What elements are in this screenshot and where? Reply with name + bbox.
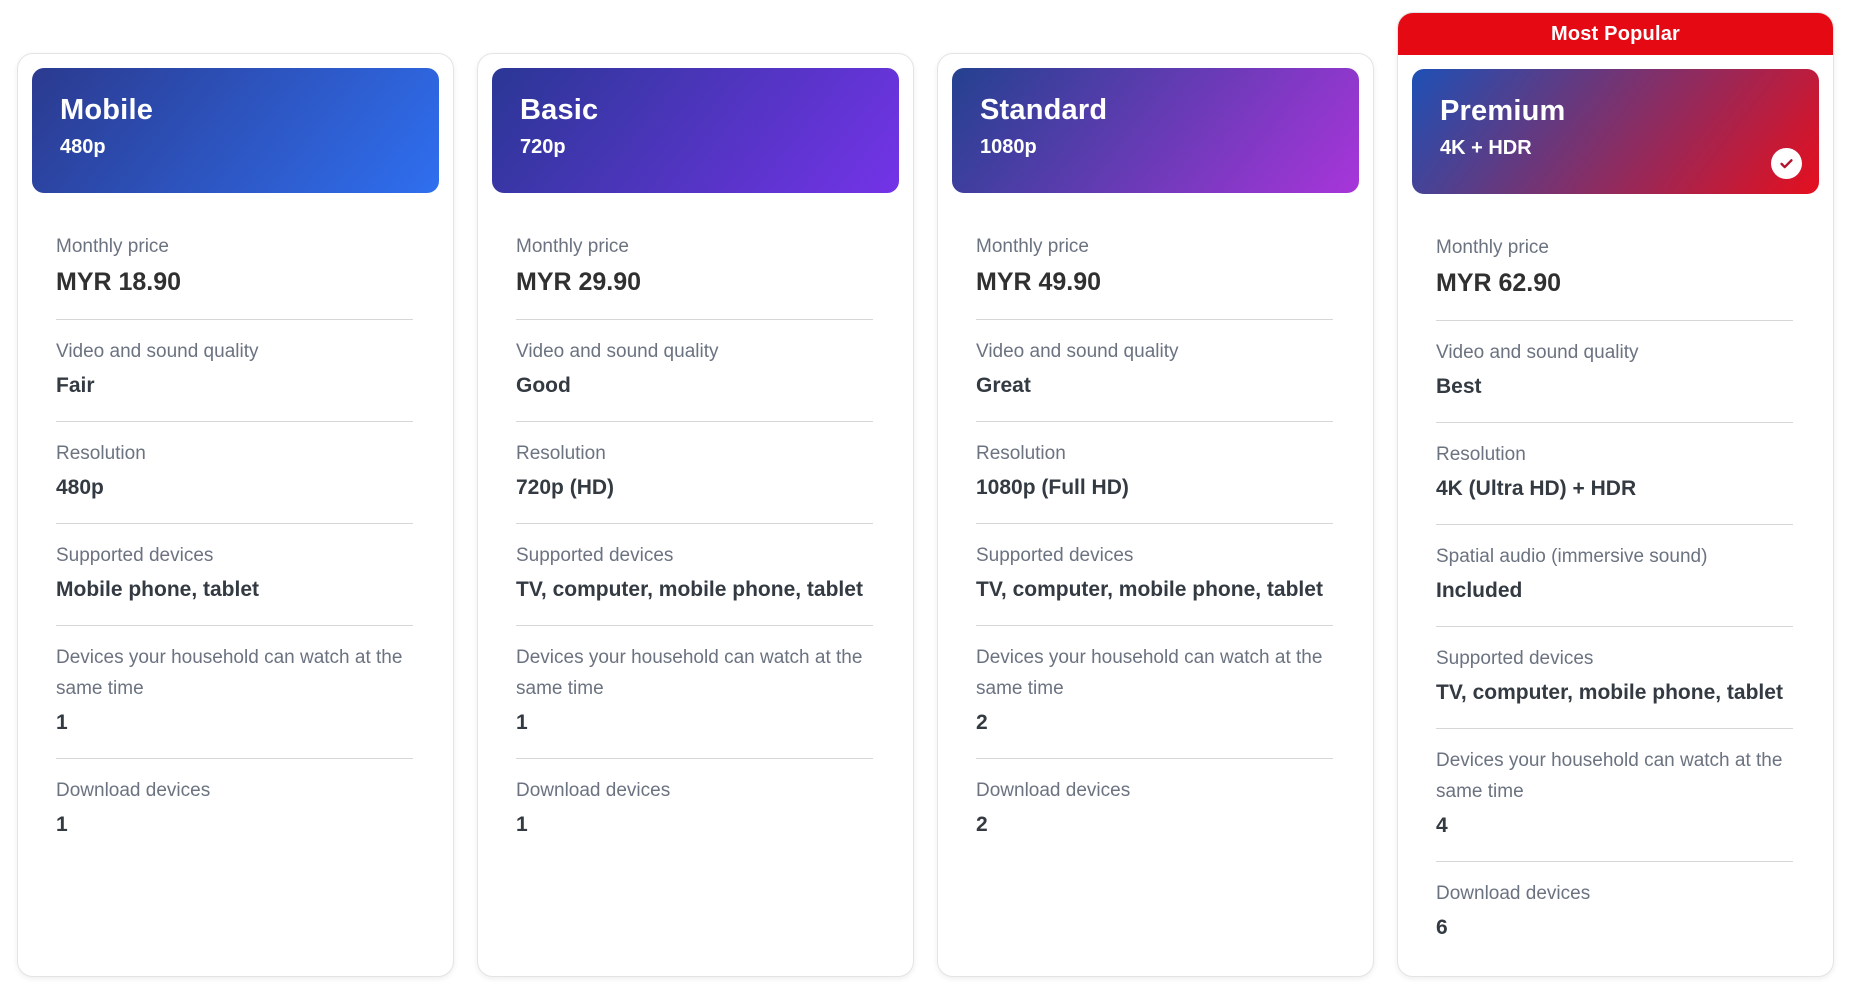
feature-row: Spatial audio (immersive sound) Included (1436, 525, 1793, 627)
feature-label: Devices your household can watch at the … (976, 647, 1323, 699)
feature-value: MYR 29.90 (516, 268, 642, 296)
plan-header: Standard 1080p (952, 68, 1359, 193)
feature-value: Good (516, 374, 571, 397)
feature-row: Monthly price MYR 62.90 (1436, 232, 1793, 321)
feature-label: Monthly price (516, 236, 629, 257)
feature-label: Resolution (1436, 444, 1526, 465)
plan-name: Basic (520, 94, 599, 126)
feature-row: Devices your household can watch at the … (56, 626, 413, 759)
feature-value: Fair (56, 374, 95, 397)
feature-row: Supported devices TV, computer, mobile ph… (516, 524, 873, 626)
feature-value: 1 (516, 813, 528, 836)
most-popular-banner: Most Popular (1398, 13, 1833, 55)
feature-row: Monthly price MYR 29.90 (516, 231, 873, 320)
feature-value: 1 (56, 711, 68, 734)
feature-label: Devices your household can watch at the … (516, 647, 863, 699)
feature-value: MYR 18.90 (56, 268, 182, 296)
feature-value: TV, computer, mobile phone, tablet (516, 578, 863, 601)
feature-label: Spatial audio (immersive sound) (1436, 546, 1708, 567)
feature-label: Devices your household can watch at the … (56, 647, 403, 699)
feature-value: 1 (56, 813, 68, 836)
feature-row: Resolution 1080p (Full HD) (976, 422, 1333, 524)
plan-name: Premium (1440, 95, 1566, 127)
feature-value: Best (1436, 375, 1482, 398)
feature-value: Included (1436, 579, 1523, 602)
plan-subtitle: 720p (520, 136, 566, 158)
feature-row: Video and sound quality Good (516, 320, 873, 422)
feature-row: Monthly price MYR 18.90 (56, 231, 413, 320)
feature-label: Video and sound quality (516, 341, 719, 362)
feature-label: Supported devices (516, 545, 674, 566)
feature-label: Video and sound quality (1436, 342, 1639, 363)
feature-row: Supported devices Mobile phone, tablet (56, 524, 413, 626)
plan-header: Premium 4K + HDR (1412, 69, 1819, 194)
feature-label: Video and sound quality (56, 341, 259, 362)
feature-label: Download devices (1436, 883, 1591, 904)
feature-value: MYR 49.90 (976, 268, 1102, 296)
feature-row: Resolution 720p (HD) (516, 422, 873, 524)
feature-row: Supported devices TV, computer, mobile ph… (1436, 627, 1793, 729)
feature-label: Resolution (56, 443, 146, 464)
plan-name: Standard (980, 94, 1108, 126)
feature-row: Resolution 4K (Ultra HD) + HDR (1436, 423, 1793, 525)
feature-label: Download devices (516, 780, 671, 801)
feature-label: Download devices (976, 780, 1131, 801)
feature-value: Great (976, 374, 1031, 397)
feature-row: Supported devices TV, computer, mobile ph… (976, 524, 1333, 626)
plan-header: Mobile 480p (32, 68, 439, 193)
feature-row: Monthly price MYR 49.90 (976, 231, 1333, 320)
feature-list: Monthly price MYR 49.90 Video and sound qu… (938, 231, 1373, 860)
feature-row: Video and sound quality Best (1436, 321, 1793, 423)
feature-value: 6 (1436, 916, 1448, 939)
feature-value: 480p (56, 476, 104, 499)
plan-header: Basic 720p (492, 68, 899, 193)
feature-row: Devices your household can watch at the … (516, 626, 873, 759)
feature-label: Monthly price (56, 236, 169, 257)
plan-card-premium[interactable]: Most Popular Premium 4K + HDR Monthly price… (1397, 12, 1834, 977)
plan-subtitle: 4K + HDR (1440, 137, 1532, 159)
feature-row: Video and sound quality Fair (56, 320, 413, 422)
feature-row: Download devices 2 (976, 759, 1333, 860)
feature-value: 4 (1436, 814, 1448, 837)
feature-value: Mobile phone, tablet (56, 578, 259, 601)
feature-row: Download devices 1 (56, 759, 413, 860)
feature-value: 720p (HD) (516, 476, 615, 499)
feature-row: Video and sound quality Great (976, 320, 1333, 422)
feature-label: Supported devices (976, 545, 1134, 566)
feature-value: 2 (976, 711, 988, 734)
feature-label: Monthly price (976, 236, 1089, 257)
feature-value: 1 (516, 711, 528, 734)
feature-label: Devices your household can watch at the … (1436, 750, 1783, 802)
feature-label: Monthly price (1436, 237, 1549, 258)
feature-label: Supported devices (56, 545, 214, 566)
plan-card-basic[interactable]: Basic 720p Monthly price MYR 29.90 Video and… (477, 53, 914, 977)
feature-value: 4K (Ultra HD) + HDR (1436, 477, 1637, 500)
feature-value: TV, computer, mobile phone, tablet (1436, 681, 1783, 704)
feature-list: Monthly price MYR 18.90 Video and sound qu… (18, 231, 453, 860)
feature-label: Resolution (516, 443, 606, 464)
plan-subtitle: 1080p (980, 136, 1037, 158)
feature-row: Download devices 6 (1436, 862, 1793, 963)
feature-value: 1080p (Full HD) (976, 476, 1129, 499)
feature-label: Download devices (56, 780, 211, 801)
feature-label: Video and sound quality (976, 341, 1179, 362)
feature-value: 2 (976, 813, 988, 836)
plan-card-standard[interactable]: Standard 1080p Monthly price MYR 49.90 Video… (937, 53, 1374, 977)
feature-label: Supported devices (1436, 648, 1594, 669)
feature-value: MYR 62.90 (1436, 269, 1562, 297)
feature-list: Monthly price MYR 62.90 Video and sound qu… (1398, 232, 1833, 963)
feature-label: Resolution (976, 443, 1066, 464)
feature-row: Download devices 1 (516, 759, 873, 860)
selected-check-icon (1771, 148, 1802, 179)
feature-value: TV, computer, mobile phone, tablet (976, 578, 1323, 601)
plan-subtitle: 480p (60, 136, 106, 158)
feature-row: Devices your household can watch at the … (1436, 729, 1793, 862)
feature-row: Devices your household can watch at the … (976, 626, 1333, 759)
plan-card-mobile[interactable]: Mobile 480p Monthly price MYR 18.90 Video an… (17, 53, 454, 977)
feature-list: Monthly price MYR 29.90 Video and sound qu… (478, 231, 913, 860)
feature-row: Resolution 480p (56, 422, 413, 524)
plan-name: Mobile (60, 94, 154, 126)
